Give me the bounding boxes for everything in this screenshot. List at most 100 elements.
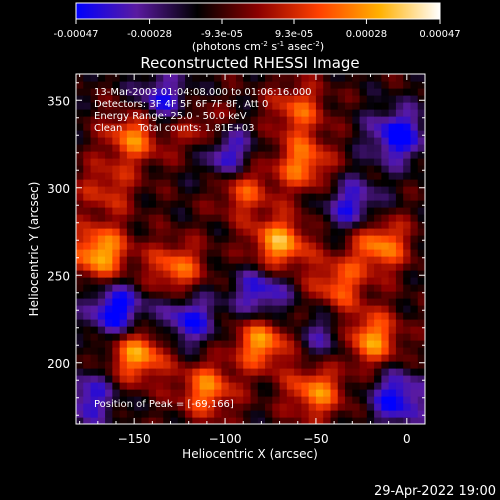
heatmap-cell [315, 375, 324, 383]
heatmap-cell [345, 95, 353, 103]
heatmap-cell [185, 172, 193, 180]
heatmap-cell [228, 270, 237, 278]
y-axis-label: Heliocentric Y (arcsec) [27, 182, 41, 317]
heatmap-cell [235, 249, 244, 257]
heatmap-cell [330, 214, 339, 222]
heatmap-cell [90, 361, 99, 369]
heatmap-cell [119, 340, 128, 348]
plot-frame [75, 73, 426, 425]
heatmap-cell [366, 270, 375, 278]
heatmap-cell [155, 179, 164, 187]
heatmap-cell [257, 158, 266, 166]
heatmap-cell [395, 102, 404, 110]
heatmap-cell [112, 319, 121, 327]
heatmap-cell [185, 410, 193, 418]
heatmap-cell [105, 123, 113, 131]
heatmap-cell [286, 228, 295, 236]
heatmap-cell [76, 410, 84, 418]
heatmap-cell [315, 102, 324, 110]
heatmap-cell [352, 109, 361, 117]
heatmap-cell [337, 361, 346, 369]
heatmap-cell [192, 102, 201, 110]
heatmap-cell [279, 151, 288, 159]
heatmap-cell [76, 382, 84, 390]
heatmap-cell [250, 221, 259, 229]
heatmap-cell [366, 172, 375, 180]
heatmap-cell [119, 116, 128, 124]
heatmap-cell [141, 284, 150, 292]
heatmap-cell [301, 200, 310, 208]
heatmap-cell [119, 375, 128, 383]
heatmap-cell [243, 186, 252, 194]
y-tick-label: 200 [47, 357, 70, 371]
heatmap-cell [97, 165, 106, 173]
heatmap-cell [177, 340, 186, 348]
heatmap-cell [97, 151, 106, 159]
heatmap-cell [359, 361, 368, 369]
heatmap-cell [265, 389, 273, 397]
heatmap-cell [345, 333, 353, 341]
heatmap-cell [134, 74, 143, 82]
heatmap-cell [323, 368, 332, 376]
heatmap-cell [206, 179, 215, 187]
heatmap-cell [323, 207, 332, 215]
heatmap-cell [395, 354, 404, 362]
heatmap-cell [228, 95, 237, 103]
heatmap-cell [315, 333, 324, 341]
heatmap-cell [294, 123, 302, 131]
heatmap-cell [301, 137, 310, 145]
heatmap-cell [403, 172, 412, 180]
heatmap-cell [337, 165, 346, 173]
heatmap-cell [155, 361, 164, 369]
heatmap-cell [301, 172, 310, 180]
heatmap-cell [185, 186, 193, 194]
heatmap-cell [76, 319, 84, 327]
heatmap-cell [337, 263, 346, 271]
heatmap-cell [185, 74, 193, 82]
heatmap-cell [235, 305, 244, 313]
heatmap-cell [388, 354, 397, 362]
heatmap-cell [141, 305, 150, 313]
heatmap-cell [112, 130, 121, 138]
heatmap-cell [119, 214, 128, 222]
heatmap-cell [345, 144, 353, 152]
heatmap-cell [381, 249, 390, 257]
heatmap-cell [83, 221, 92, 229]
heatmap-cell [308, 130, 317, 138]
heatmap-cell [403, 361, 412, 369]
heatmap-cell [155, 207, 164, 215]
heatmap-cell [199, 109, 208, 117]
heatmap-cell [214, 242, 223, 250]
heatmap-cell [417, 256, 425, 264]
heatmap-cell [272, 179, 281, 187]
heatmap-cell [199, 403, 208, 411]
heatmap-cell [410, 130, 419, 138]
heatmap-cell [112, 270, 121, 278]
heatmap-cell [163, 172, 172, 180]
heatmap-cell [301, 417, 310, 424]
heatmap-cell [352, 158, 361, 166]
heatmap-cell [337, 130, 346, 138]
chart-title: Reconstructed RHESSI Image [140, 54, 359, 72]
heatmap-cell [352, 130, 361, 138]
y-tick-label: 350 [47, 94, 70, 108]
heatmap-cell [119, 319, 128, 327]
heatmap-cell [330, 382, 339, 390]
heatmap-cell [126, 95, 135, 103]
heatmap-cell [388, 417, 397, 424]
heatmap-cell [185, 263, 193, 271]
heatmap-cell [235, 81, 244, 89]
heatmap-cell [126, 375, 135, 383]
heatmap-cell [279, 221, 288, 229]
heatmap-cell [257, 228, 266, 236]
heatmap-cell [265, 249, 273, 257]
heatmap-cell [177, 312, 186, 320]
heatmap-cell [294, 130, 302, 138]
heatmap-cell [330, 277, 339, 285]
heatmap-cell [199, 228, 208, 236]
heatmap-cell [337, 235, 346, 243]
heatmap-cell [381, 417, 390, 424]
heatmap-cell [315, 221, 324, 229]
heatmap-cell [170, 249, 179, 257]
heatmap-cell [345, 256, 353, 264]
